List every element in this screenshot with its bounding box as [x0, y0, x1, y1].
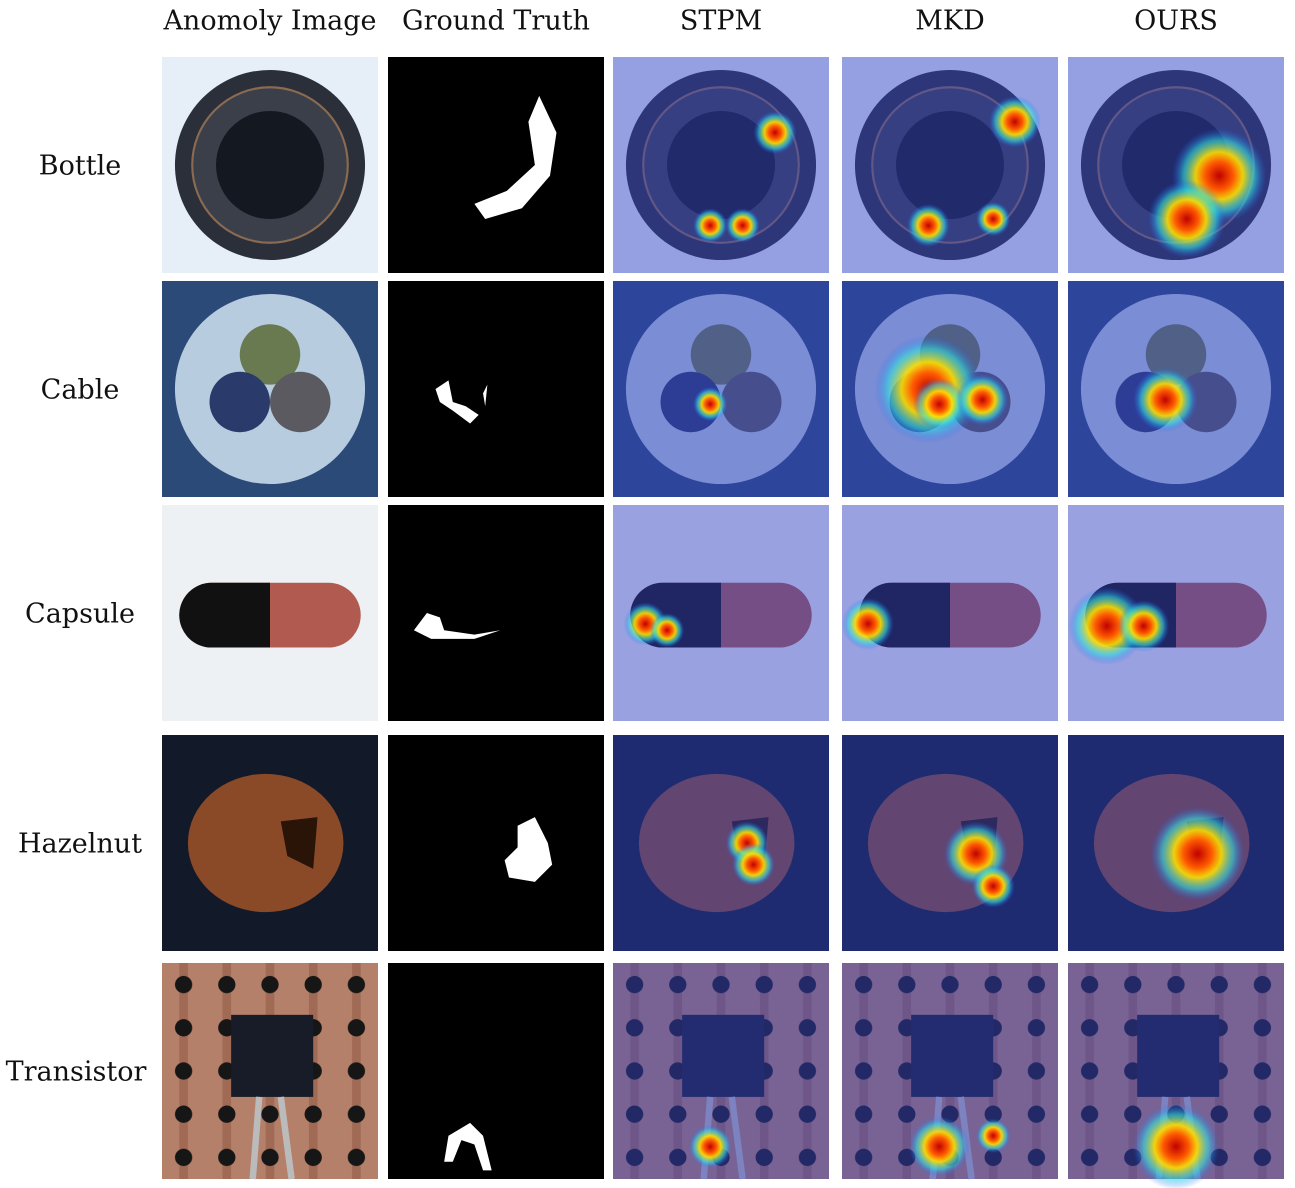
ring — [667, 111, 775, 219]
overlay — [613, 281, 829, 497]
image-cell — [613, 57, 829, 273]
chip — [682, 1014, 765, 1097]
heat — [988, 95, 1041, 148]
image-cell — [613, 735, 829, 951]
heat — [1132, 367, 1198, 433]
image-cell — [1068, 963, 1284, 1188]
heat — [1117, 600, 1170, 652]
row-label: Cable — [41, 375, 120, 406]
heat — [975, 201, 1011, 237]
column-header: Ground Truth — [402, 6, 590, 37]
image-cell — [162, 735, 378, 951]
image-cell — [388, 281, 604, 497]
column-header: MKD — [915, 6, 984, 37]
row-label: Hazelnut — [18, 829, 142, 860]
mask-bg — [388, 505, 604, 721]
wire — [690, 324, 752, 385]
image-cell — [842, 505, 1058, 721]
heat — [1147, 180, 1226, 258]
mask-bg — [388, 963, 604, 1179]
image-cell — [162, 281, 378, 497]
overlay — [613, 57, 829, 273]
chip — [231, 1014, 314, 1097]
dish — [625, 293, 817, 485]
heat — [913, 378, 966, 431]
column-header: OURS — [1134, 6, 1218, 37]
ring — [216, 111, 324, 219]
heat — [692, 208, 728, 243]
overlay — [613, 735, 829, 951]
image-cell — [842, 281, 1058, 497]
image-cell — [842, 57, 1058, 273]
heat — [1150, 806, 1246, 902]
image-cell — [613, 963, 829, 1180]
image-cell — [162, 57, 378, 273]
image-cell — [388, 963, 604, 1179]
heat — [956, 373, 1009, 426]
wire — [270, 371, 331, 433]
mask — [504, 817, 553, 882]
chip — [1137, 1014, 1220, 1097]
leg — [249, 1096, 295, 1180]
image-cell — [1068, 57, 1284, 273]
mask — [444, 1122, 492, 1171]
hole — [280, 817, 318, 869]
column-header: STPM — [680, 6, 762, 37]
mask — [435, 380, 488, 424]
heat — [971, 864, 1015, 908]
image-cell — [388, 57, 604, 273]
heat — [908, 1116, 970, 1177]
image-cell — [1068, 505, 1284, 721]
heat — [975, 1118, 1011, 1154]
heat — [753, 111, 797, 155]
image-cell — [613, 281, 829, 497]
image-cell — [1068, 735, 1284, 951]
wire — [239, 324, 301, 385]
mask-bg — [388, 57, 604, 273]
heat — [688, 1125, 732, 1169]
column-header: Anomoly Image — [162, 6, 376, 37]
wire — [721, 371, 782, 433]
heat — [1068, 587, 1146, 665]
image-cell — [388, 505, 604, 721]
mask-bg — [388, 281, 604, 497]
heat — [731, 843, 775, 887]
heat — [725, 208, 760, 243]
mask — [413, 613, 501, 639]
image-cell — [1068, 281, 1284, 497]
row-label: Capsule — [25, 599, 135, 630]
wire — [209, 371, 270, 433]
image-cell — [388, 735, 604, 951]
nut — [187, 773, 344, 913]
ring — [896, 111, 1004, 219]
mask — [474, 95, 557, 219]
image-cell — [842, 735, 1058, 951]
image-cell — [162, 505, 378, 721]
chip — [911, 1014, 994, 1097]
image-cell — [162, 963, 378, 1180]
heat — [692, 386, 728, 422]
mask-bg — [388, 735, 604, 951]
overlay — [842, 57, 1058, 273]
capsule-cap — [179, 582, 270, 648]
row-label: Transistor — [6, 1057, 147, 1088]
dish — [174, 293, 366, 485]
image-cell — [613, 505, 829, 721]
heat — [842, 597, 894, 650]
row-label: Bottle — [39, 151, 121, 182]
image-cell — [842, 963, 1058, 1180]
heat — [906, 203, 950, 248]
heat — [649, 613, 685, 648]
heat — [1132, 1103, 1220, 1188]
